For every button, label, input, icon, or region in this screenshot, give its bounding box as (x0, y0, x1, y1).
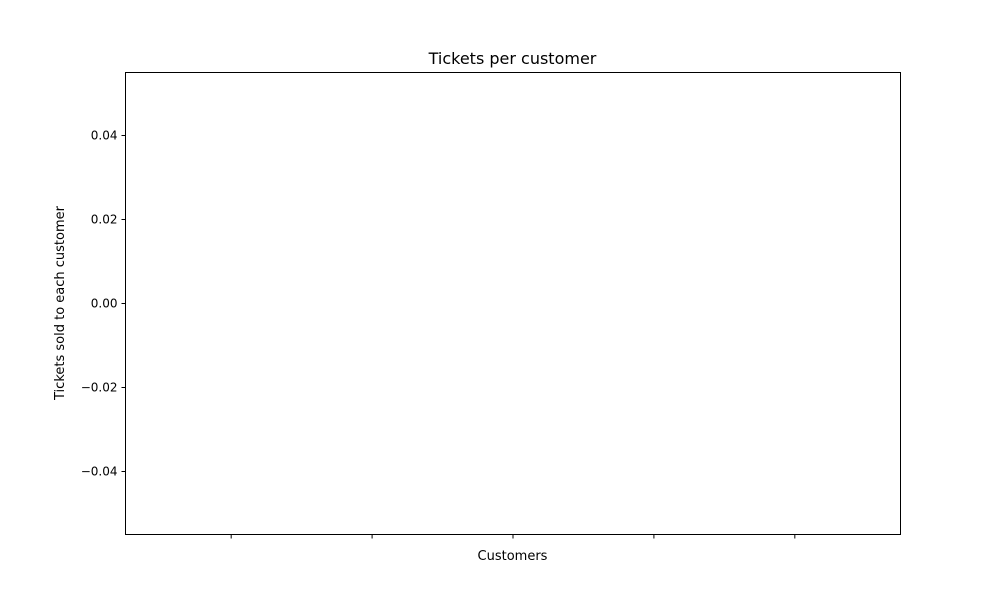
y-axis-label: Tickets sold to each customer (53, 205, 68, 401)
chart-title: Tickets per customer (428, 49, 597, 68)
y-tick-label: −0.02 (81, 381, 118, 395)
y-axis-ticks: −0.04 −0.02 0.00 0.02 0.04 (81, 129, 126, 479)
y-tick-label: 0.04 (91, 129, 118, 143)
x-axis-label: Customers (478, 549, 548, 564)
y-tick-label: 0.00 (91, 297, 118, 311)
plot-area-frame (125, 72, 901, 535)
y-tick-label: 0.02 (91, 213, 118, 227)
y-tick-label: −0.04 (81, 465, 118, 479)
x-axis-ticks (230, 534, 796, 539)
